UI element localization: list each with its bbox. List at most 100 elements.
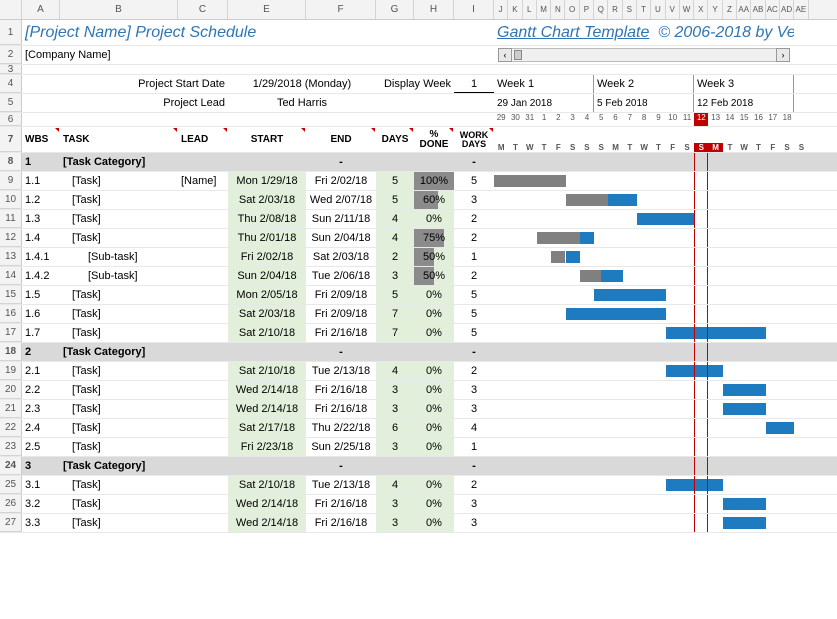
wbs-cell[interactable]: 1.4.2 (22, 267, 60, 285)
lead-cell[interactable] (178, 324, 228, 342)
start-cell[interactable]: Sat 2/10/18 (228, 324, 306, 342)
days-cell[interactable]: 7 (376, 324, 414, 342)
start-cell[interactable]: Thu 2/01/18 (228, 229, 306, 247)
done-cell[interactable]: 0% (414, 324, 454, 342)
done-cell[interactable]: 0% (414, 400, 454, 418)
gantt-cell[interactable] (494, 476, 794, 494)
lead-cell[interactable]: [Name] (178, 172, 228, 190)
row-header[interactable]: 3 (0, 65, 22, 74)
days-cell[interactable]: 5 (376, 286, 414, 304)
row-header[interactable]: 5 (0, 94, 22, 112)
wbs-cell[interactable]: 2.4 (22, 419, 60, 437)
start-header[interactable]: START (228, 127, 306, 152)
row-header[interactable]: 27 (0, 514, 22, 532)
col-header-L[interactable]: L (523, 0, 537, 19)
work-cell[interactable]: 5 (454, 286, 494, 304)
display-week-value[interactable]: 1 (454, 75, 494, 93)
week-scrollbar[interactable]: ‹ › (494, 46, 794, 64)
col-header-Y[interactable]: Y (708, 0, 722, 19)
gantt-cell[interactable] (494, 381, 794, 399)
wbs-cell[interactable]: 1.7 (22, 324, 60, 342)
work-cell[interactable]: 3 (454, 514, 494, 532)
task-cell[interactable]: [Task] (60, 476, 178, 494)
wbs-cell[interactable]: 2 (22, 343, 60, 361)
end-cell[interactable]: Wed 2/07/18 (306, 191, 376, 209)
task-cell[interactable]: [Task] (60, 419, 178, 437)
wbs-cell[interactable]: 2.3 (22, 400, 60, 418)
template-link[interactable]: Gantt Chart Template (497, 24, 649, 42)
lead-cell[interactable] (178, 305, 228, 323)
task-header[interactable]: TASK (60, 127, 178, 152)
row-header[interactable]: 9 (0, 172, 22, 190)
task-cell[interactable]: [Sub-task] (60, 248, 178, 266)
company-name[interactable]: [Company Name] (22, 46, 494, 64)
scroll-left-button[interactable]: ‹ (498, 48, 512, 62)
task-cell[interactable]: [Task] (60, 229, 178, 247)
days-cell[interactable]: 4 (376, 210, 414, 228)
gantt-cell[interactable] (494, 191, 794, 209)
work-cell[interactable]: 2 (454, 229, 494, 247)
gantt-cell[interactable] (494, 419, 794, 437)
col-header-O[interactable]: O (565, 0, 579, 19)
days-cell[interactable] (376, 457, 414, 475)
end-cell[interactable]: Sun 2/04/18 (306, 229, 376, 247)
col-header-G[interactable]: G (376, 0, 414, 19)
row-header[interactable]: 4 (0, 75, 22, 93)
corner-cell[interactable] (0, 0, 22, 19)
done-header[interactable]: % DONE (414, 127, 454, 152)
gantt-cell[interactable] (494, 267, 794, 285)
gantt-cell[interactable] (494, 324, 794, 342)
done-cell[interactable]: 0% (414, 286, 454, 304)
row-header[interactable]: 11 (0, 210, 22, 228)
row-header[interactable]: 26 (0, 495, 22, 513)
start-cell[interactable]: Fri 2/02/18 (228, 248, 306, 266)
scroll-right-button[interactable]: › (776, 48, 790, 62)
task-cell[interactable]: [Task Category] (60, 343, 178, 361)
work-cell[interactable]: 3 (454, 400, 494, 418)
end-cell[interactable]: - (306, 343, 376, 361)
col-header-P[interactable]: P (580, 0, 594, 19)
end-cell[interactable]: Fri 2/09/18 (306, 305, 376, 323)
days-cell[interactable]: 5 (376, 172, 414, 190)
col-header-Z[interactable]: Z (723, 0, 737, 19)
start-cell[interactable]: Wed 2/14/18 (228, 495, 306, 513)
row-header[interactable]: 20 (0, 381, 22, 399)
start-cell[interactable]: Fri 2/23/18 (228, 438, 306, 456)
done-cell[interactable] (414, 457, 454, 475)
wbs-cell[interactable]: 3.2 (22, 495, 60, 513)
gantt-cell[interactable] (494, 286, 794, 304)
days-cell[interactable]: 5 (376, 191, 414, 209)
row-header[interactable]: 2 (0, 46, 22, 64)
start-cell[interactable] (228, 343, 306, 361)
end-cell[interactable]: Tue 2/13/18 (306, 362, 376, 380)
work-cell[interactable]: - (454, 153, 494, 171)
work-cell[interactable]: 2 (454, 362, 494, 380)
task-cell[interactable]: [Task] (60, 305, 178, 323)
row-header[interactable]: 17 (0, 324, 22, 342)
task-cell[interactable]: [Task] (60, 286, 178, 304)
lead-value[interactable]: Ted Harris (228, 94, 376, 112)
done-cell[interactable]: 50% (414, 248, 454, 266)
gantt-cell[interactable] (494, 362, 794, 380)
days-cell[interactable] (376, 343, 414, 361)
work-cell[interactable]: 2 (454, 476, 494, 494)
gantt-cell[interactable] (494, 343, 794, 361)
work-cell[interactable]: 3 (454, 191, 494, 209)
col-header-J[interactable]: J (494, 0, 508, 19)
gantt-cell[interactable] (494, 248, 794, 266)
done-cell[interactable]: 60% (414, 191, 454, 209)
work-cell[interactable]: 1 (454, 438, 494, 456)
row-header[interactable]: 7 (0, 127, 22, 152)
start-cell[interactable]: Sat 2/03/18 (228, 305, 306, 323)
done-cell[interactable]: 0% (414, 381, 454, 399)
end-cell[interactable]: Fri 2/16/18 (306, 324, 376, 342)
task-cell[interactable]: [Task] (60, 324, 178, 342)
work-cell[interactable]: 5 (454, 172, 494, 190)
wbs-cell[interactable]: 1 (22, 153, 60, 171)
col-header-F[interactable]: F (306, 0, 376, 19)
task-cell[interactable]: [Task] (60, 495, 178, 513)
days-cell[interactable]: 3 (376, 267, 414, 285)
scroll-track[interactable] (512, 48, 776, 62)
start-cell[interactable]: Thu 2/08/18 (228, 210, 306, 228)
lead-cell[interactable] (178, 476, 228, 494)
